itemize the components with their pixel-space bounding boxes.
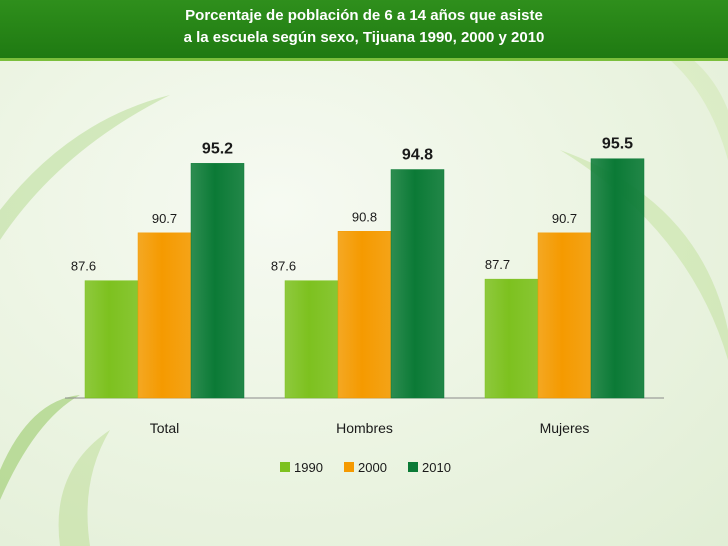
bar-2000-mujeres (537, 232, 592, 399)
legend-label-1990: 1990 (294, 460, 323, 475)
data-label-2000-mujeres: 90.7 (552, 211, 577, 226)
data-label-1990-mujeres: 87.7 (485, 257, 510, 272)
header-bar (0, 0, 728, 61)
data-label-2010-total: 95.2 (202, 140, 233, 157)
data-label-2000-total: 90.7 (152, 211, 177, 226)
data-label-2010-hombres: 94.8 (402, 147, 433, 164)
category-label-hombres: Hombres (336, 420, 393, 436)
category-label-mujeres: Mujeres (540, 420, 590, 436)
chart-title-line-1: Porcentaje de población de 6 a 14 años q… (185, 7, 543, 24)
legend-swatch-2010 (408, 462, 418, 472)
data-label-1990-total: 87.6 (71, 259, 96, 274)
bar-1990-total (84, 280, 139, 399)
chart-title: Porcentaje de población de 6 a 14 años q… (0, 5, 728, 49)
bar-2000-hombres (337, 231, 392, 399)
data-label-2010-mujeres: 95.5 (602, 136, 633, 153)
bar-2010-mujeres (590, 158, 645, 399)
bar-2010-total (190, 163, 245, 399)
chart-title-line-2: a la escuela según sexo, Tijuana 1990, 2… (183, 29, 545, 46)
legend-swatch-2000 (344, 462, 354, 472)
category-label-total: Total (150, 420, 180, 436)
bar-2000-total (137, 232, 192, 399)
bar-1990-hombres (284, 280, 339, 399)
data-label-2000-hombres: 90.8 (352, 209, 377, 224)
legend-swatch-1990 (280, 462, 290, 472)
bar-2010-hombres (390, 169, 445, 399)
legend-label-2010: 2010 (422, 460, 451, 475)
legend-label-2000: 2000 (358, 460, 387, 475)
data-label-1990-hombres: 87.6 (271, 259, 296, 274)
bar-1990-mujeres (484, 278, 539, 399)
